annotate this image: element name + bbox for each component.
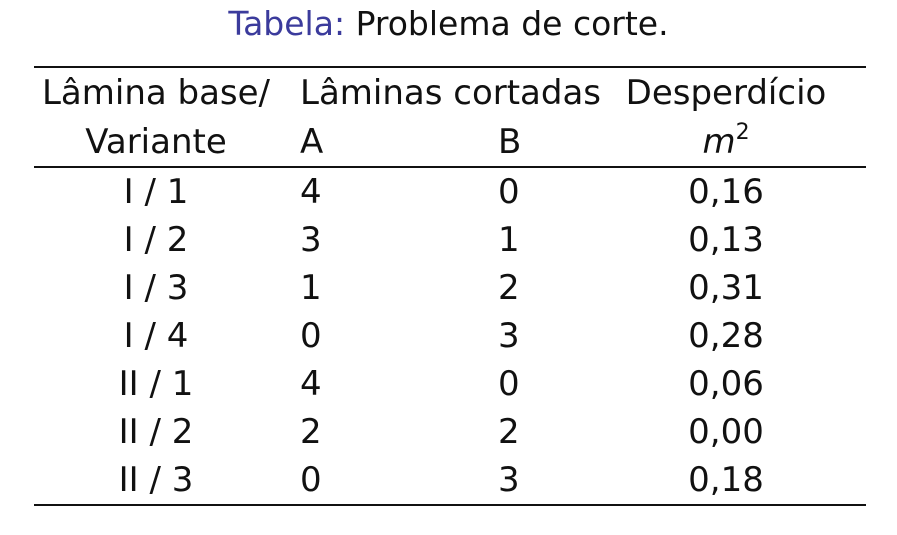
table-row: II / 3 0 3 0,18 bbox=[34, 456, 866, 505]
header-base-sheet: Lâmina base/ bbox=[41, 73, 271, 113]
cell-variant: I / 4 bbox=[123, 316, 189, 356]
header-cut-a: A bbox=[300, 122, 324, 162]
cell-waste: 0,06 bbox=[688, 364, 764, 404]
cell-cut-b: 3 bbox=[498, 460, 520, 500]
table-row: I / 1 4 0 0,16 bbox=[34, 167, 866, 216]
cell-waste: 0,31 bbox=[688, 268, 764, 308]
cell-cut-a: 0 bbox=[300, 460, 322, 500]
cutting-problem-table: Lâmina base/ Lâminas cortadas Desperdíci… bbox=[34, 66, 866, 506]
header-cut-b: B bbox=[498, 122, 522, 162]
cell-variant: II / 1 bbox=[118, 364, 194, 404]
table-body: I / 1 4 0 0,16 I / 2 3 1 0,13 I / 3 1 2 … bbox=[34, 167, 866, 505]
header-cut-sheets: Lâminas cortadas bbox=[300, 73, 602, 113]
cell-cut-a: 0 bbox=[300, 316, 322, 356]
header-waste: Desperdício bbox=[625, 73, 827, 113]
cell-variant: II / 3 bbox=[118, 460, 194, 500]
table-row: I / 2 3 1 0,13 bbox=[34, 216, 866, 264]
table-row: II / 2 2 2 0,00 bbox=[34, 408, 866, 456]
cell-cut-a: 3 bbox=[300, 220, 322, 260]
header-variant: Variante bbox=[85, 122, 227, 162]
cell-waste: 0,28 bbox=[688, 316, 764, 356]
cell-cut-b: 2 bbox=[498, 412, 520, 452]
cell-waste: 0,13 bbox=[688, 220, 764, 260]
cell-cut-b: 1 bbox=[498, 220, 520, 260]
cell-cut-b: 3 bbox=[498, 316, 520, 356]
cell-variant: I / 3 bbox=[123, 268, 189, 308]
cell-cut-a: 4 bbox=[300, 172, 322, 212]
caption-label: Tabela: bbox=[228, 4, 346, 43]
cell-waste: 0,00 bbox=[688, 412, 764, 452]
table-row: I / 4 0 3 0,28 bbox=[34, 312, 866, 360]
cell-cut-a: 4 bbox=[300, 364, 322, 404]
waste-unit-exponent: 2 bbox=[735, 120, 750, 145]
cell-waste: 0,16 bbox=[688, 172, 764, 212]
cell-cut-a: 1 bbox=[300, 268, 322, 308]
cell-cut-b: 0 bbox=[498, 364, 520, 404]
cell-cut-a: 2 bbox=[300, 412, 322, 452]
waste-unit-base: m bbox=[702, 122, 736, 162]
cell-variant: I / 2 bbox=[123, 220, 189, 260]
caption-text: Problema de corte. bbox=[355, 4, 669, 43]
cell-cut-b: 2 bbox=[498, 268, 520, 308]
table-caption: Tabela: Problema de corte. bbox=[0, 4, 897, 44]
cell-variant: I / 1 bbox=[123, 172, 189, 212]
cell-waste: 0,18 bbox=[688, 460, 764, 500]
header-waste-unit: m2 bbox=[586, 118, 866, 167]
table-row: II / 1 4 0 0,06 bbox=[34, 360, 866, 408]
header-row-2: Variante A B m2 bbox=[34, 118, 866, 167]
header-row-1: Lâmina base/ Lâminas cortadas Desperdíci… bbox=[34, 67, 866, 118]
table-row: I / 3 1 2 0,31 bbox=[34, 264, 866, 312]
cell-variant: II / 2 bbox=[118, 412, 194, 452]
cell-cut-b: 0 bbox=[498, 172, 520, 212]
